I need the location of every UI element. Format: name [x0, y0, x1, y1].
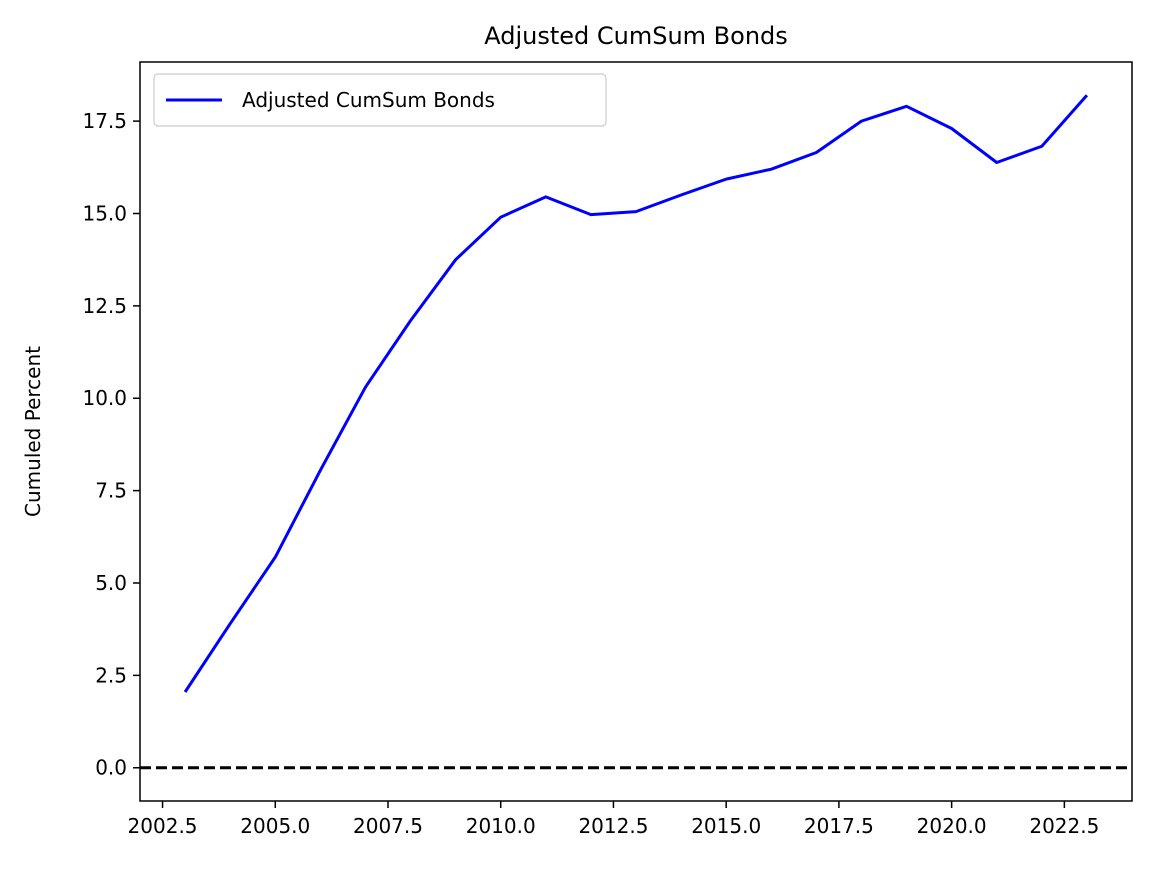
plot-area-frame — [139, 61, 1133, 802]
x-tick-label: 2022.5 — [1029, 814, 1099, 838]
x-tick-label: 2007.5 — [353, 814, 423, 838]
y-tick-label: 7.5 — [95, 479, 127, 503]
chart-title: Adjusted CumSum Bonds — [484, 22, 788, 50]
x-tick-label: 2005.0 — [240, 814, 310, 838]
x-tick-label: 2015.0 — [691, 814, 761, 838]
series-layer — [183, 94, 1089, 693]
y-tick-label: 17.5 — [82, 109, 127, 133]
legend-box — [153, 73, 607, 127]
y-tick-label: 15.0 — [82, 201, 127, 225]
x-axis-ticks: 2002.5 2005.0 2007.5 2010.0 2012.5 2015.0 2017… — [128, 801, 1099, 838]
y-tick-label: 10.0 — [82, 386, 127, 410]
y-tick-label: 12.5 — [82, 294, 127, 318]
y-tick-label: 2.5 — [95, 663, 127, 687]
x-tick-label: 2017.5 — [804, 814, 874, 838]
y-axis-ticks: 0.0 2.5 5.0 7.5 10.0 12.5 15.0 17.5 — [82, 109, 140, 780]
x-tick-label: 2010.0 — [466, 814, 536, 838]
y-tick-label: 0.0 — [95, 756, 127, 780]
y-axis-title: Cumuled Percent — [21, 346, 45, 517]
legend-label: Adjusted CumSum Bonds — [242, 88, 495, 112]
legend: Adjusted CumSum Bonds — [153, 73, 607, 127]
y-tick-label: 5.0 — [95, 571, 127, 595]
x-tick-label: 2012.5 — [578, 814, 648, 838]
series-line — [183, 94, 1089, 693]
x-tick-label: 2002.5 — [128, 814, 198, 838]
x-tick-label: 2020.0 — [917, 814, 987, 838]
